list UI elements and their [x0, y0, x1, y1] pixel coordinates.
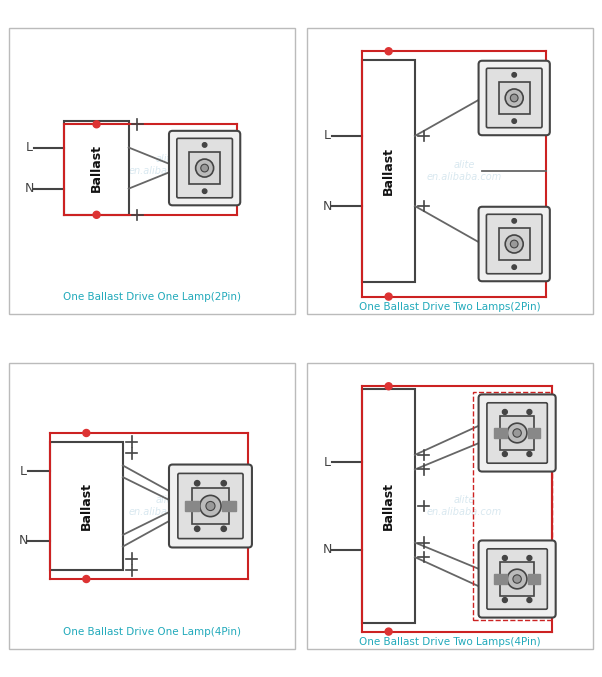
Circle shape	[93, 121, 100, 128]
Circle shape	[513, 575, 521, 583]
Text: Ballast: Ballast	[80, 482, 93, 530]
Circle shape	[510, 240, 518, 248]
Bar	[500, 562, 534, 596]
FancyBboxPatch shape	[178, 473, 243, 539]
FancyBboxPatch shape	[169, 464, 252, 548]
FancyBboxPatch shape	[169, 131, 240, 205]
FancyBboxPatch shape	[479, 61, 550, 135]
Bar	[192, 488, 229, 524]
Circle shape	[93, 211, 100, 218]
Circle shape	[513, 429, 521, 437]
Text: Ballast: Ballast	[382, 147, 395, 195]
Bar	[192, 501, 199, 511]
Bar	[527, 428, 534, 438]
Circle shape	[385, 293, 392, 300]
Text: L: L	[324, 456, 330, 468]
Circle shape	[503, 410, 507, 414]
Circle shape	[202, 189, 207, 194]
Bar	[189, 152, 220, 184]
Bar	[229, 501, 235, 511]
Text: L: L	[20, 465, 27, 478]
Circle shape	[512, 72, 517, 77]
FancyBboxPatch shape	[479, 540, 556, 617]
Circle shape	[206, 502, 215, 510]
Circle shape	[385, 383, 392, 390]
Text: Ballast: Ballast	[90, 144, 103, 192]
Text: L: L	[26, 141, 33, 154]
Circle shape	[510, 94, 518, 102]
Circle shape	[385, 628, 392, 635]
Text: alite
en.alibaba.com: alite en.alibaba.com	[427, 495, 502, 517]
Circle shape	[527, 452, 532, 456]
Circle shape	[527, 598, 532, 603]
Circle shape	[503, 556, 507, 561]
FancyBboxPatch shape	[487, 403, 547, 463]
Circle shape	[196, 159, 214, 177]
Text: N: N	[19, 534, 28, 547]
Circle shape	[200, 165, 208, 172]
Circle shape	[221, 526, 226, 531]
Bar	[362, 389, 415, 623]
Circle shape	[507, 423, 527, 443]
Text: One Ballast Drive One Lamp(2Pin): One Ballast Drive One Lamp(2Pin)	[63, 292, 241, 301]
Bar	[500, 574, 507, 584]
Text: N: N	[323, 544, 332, 556]
Bar	[64, 121, 129, 215]
Circle shape	[527, 410, 532, 414]
Circle shape	[194, 526, 200, 531]
Bar	[494, 574, 500, 584]
Circle shape	[83, 429, 90, 437]
Text: L: L	[324, 129, 330, 142]
Bar	[499, 228, 530, 260]
Text: N: N	[25, 182, 34, 195]
Bar	[185, 501, 192, 511]
Circle shape	[512, 219, 517, 223]
Text: One Ballast Drive Two Lamps(2Pin): One Ballast Drive Two Lamps(2Pin)	[359, 302, 541, 312]
Bar	[362, 60, 415, 282]
Circle shape	[503, 598, 507, 603]
FancyBboxPatch shape	[486, 68, 542, 128]
Bar	[527, 574, 534, 584]
Bar	[534, 428, 540, 438]
Circle shape	[507, 569, 527, 589]
Bar	[534, 574, 540, 584]
Circle shape	[202, 143, 207, 147]
Circle shape	[512, 265, 517, 269]
Text: One Ballast Drive Two Lamps(4Pin): One Ballast Drive Two Lamps(4Pin)	[359, 637, 541, 647]
Circle shape	[527, 556, 532, 561]
Text: One Ballast Drive One Lamp(4Pin): One Ballast Drive One Lamp(4Pin)	[63, 627, 241, 636]
FancyBboxPatch shape	[479, 395, 556, 472]
Circle shape	[512, 119, 517, 123]
Circle shape	[503, 452, 507, 456]
Circle shape	[194, 481, 200, 486]
Bar	[222, 501, 229, 511]
Bar	[500, 428, 507, 438]
FancyBboxPatch shape	[479, 206, 550, 281]
Bar	[499, 82, 530, 114]
Circle shape	[221, 481, 226, 486]
Text: alite
en.alibaba.com: alite en.alibaba.com	[129, 154, 204, 176]
FancyBboxPatch shape	[486, 215, 542, 274]
Circle shape	[505, 235, 523, 253]
Text: Ballast: Ballast	[382, 482, 395, 530]
Circle shape	[385, 48, 392, 55]
Circle shape	[505, 89, 523, 107]
Bar	[473, 392, 552, 620]
Text: alite
en.alibaba.com: alite en.alibaba.com	[427, 160, 502, 182]
Bar	[500, 416, 534, 450]
Circle shape	[83, 575, 90, 582]
Circle shape	[200, 496, 221, 517]
FancyBboxPatch shape	[177, 138, 232, 198]
Bar	[50, 442, 123, 570]
Text: alite
en.alibaba.com: alite en.alibaba.com	[129, 495, 204, 517]
FancyBboxPatch shape	[487, 549, 547, 609]
Text: N: N	[323, 200, 332, 213]
Bar	[494, 428, 500, 438]
